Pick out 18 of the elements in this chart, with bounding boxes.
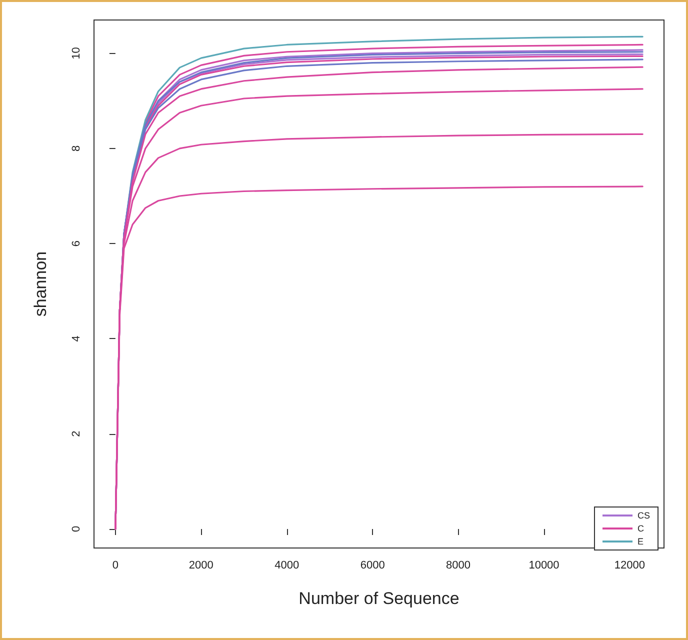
legend-label: CS — [638, 510, 650, 520]
y-tick-label: 2 — [70, 430, 82, 437]
x-tick-label: 10000 — [528, 560, 560, 572]
legend-label: E — [638, 536, 644, 546]
x-tick-label: 6000 — [360, 560, 385, 572]
y-tick-label: 6 — [70, 240, 82, 247]
x-tick-label: 0 — [112, 560, 118, 572]
y-tick-label: 10 — [70, 47, 82, 60]
y-tick-label: 0 — [70, 526, 82, 532]
x-tick-label: 2000 — [188, 560, 214, 572]
x-tick-label: 4000 — [274, 560, 300, 572]
y-axis-title: shannon — [31, 251, 50, 317]
y-tick-label: 8 — [70, 145, 82, 152]
y-tick-label: 4 — [70, 336, 82, 342]
x-tick-label: 8000 — [446, 560, 471, 572]
legend-label: C — [638, 524, 644, 534]
x-axis-title: Number of Sequence — [298, 589, 460, 608]
x-tick-label: 12000 — [614, 560, 646, 572]
